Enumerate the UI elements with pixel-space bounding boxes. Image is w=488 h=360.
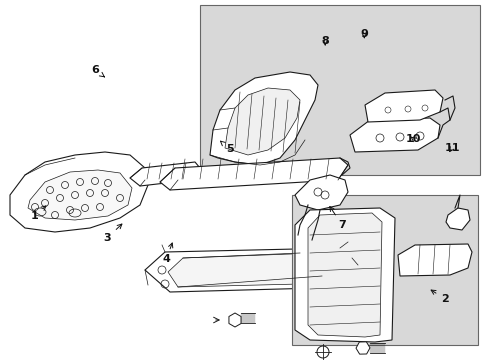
Polygon shape <box>168 253 327 287</box>
Polygon shape <box>294 175 347 210</box>
Polygon shape <box>28 170 132 220</box>
Polygon shape <box>349 118 439 152</box>
Text: 10: 10 <box>405 134 420 144</box>
Polygon shape <box>445 208 469 230</box>
Text: 6: 6 <box>91 65 104 77</box>
Polygon shape <box>209 72 317 165</box>
Text: 5: 5 <box>220 141 233 154</box>
Text: 1: 1 <box>30 206 46 221</box>
Text: 2: 2 <box>430 290 448 304</box>
Bar <box>200 5 479 175</box>
Polygon shape <box>397 244 471 276</box>
Polygon shape <box>130 162 200 186</box>
Polygon shape <box>307 213 381 337</box>
Polygon shape <box>224 88 299 155</box>
Polygon shape <box>160 158 347 190</box>
Bar <box>291 195 477 345</box>
Text: 8: 8 <box>321 36 328 46</box>
Polygon shape <box>145 248 351 292</box>
Text: 7: 7 <box>329 207 346 230</box>
Text: 11: 11 <box>444 143 459 153</box>
Polygon shape <box>10 152 148 232</box>
Text: 3: 3 <box>103 224 122 243</box>
Polygon shape <box>294 208 394 342</box>
Polygon shape <box>364 90 442 122</box>
Text: 9: 9 <box>360 29 367 39</box>
Text: 4: 4 <box>162 243 172 264</box>
